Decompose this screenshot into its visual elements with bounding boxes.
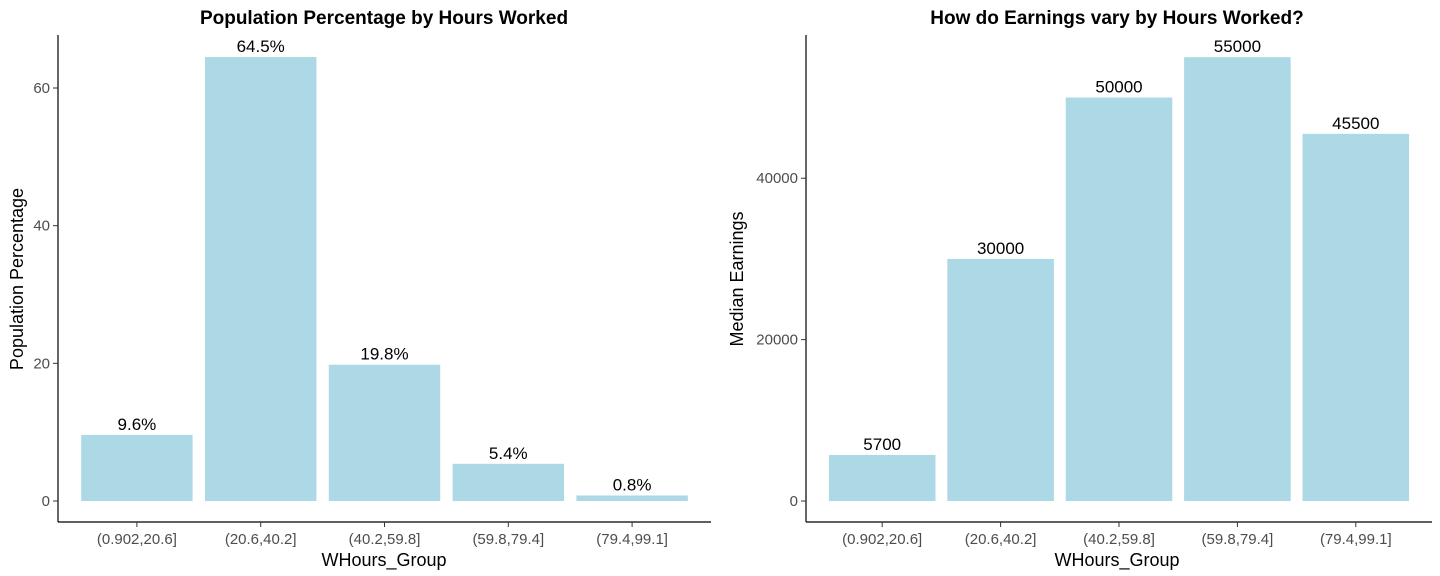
- data-label: 0.8%: [613, 475, 652, 494]
- y-tick-label: 60: [33, 80, 50, 97]
- y-tick-label: 40: [33, 218, 50, 235]
- data-label: 45500: [1332, 114, 1379, 133]
- x-axis-title: WHours_Group: [1054, 550, 1179, 571]
- x-tick-label: (40.2,59.8]: [349, 531, 421, 548]
- y-axis-title: Median Earnings: [727, 211, 747, 346]
- y-tick-label: 20000: [756, 332, 798, 349]
- data-label: 50000: [1095, 78, 1142, 97]
- chart-panel-population: Population Percentage by Hours Worked 0 2…: [7, 8, 711, 571]
- x-tick-label: (40.2,59.8]: [1083, 531, 1155, 548]
- chart-panel-earnings: How do Earnings vary by Hours Worked? 0 2…: [727, 8, 1432, 571]
- chart-title: Population Percentage by Hours Worked: [200, 8, 568, 29]
- bar: [452, 463, 565, 501]
- x-tick-label: (20.6,40.2]: [225, 531, 297, 548]
- data-label: 30000: [977, 239, 1024, 258]
- bars: [81, 57, 688, 502]
- data-labels: 9.6% 64.5% 19.8% 5.4% 0.8%: [118, 37, 652, 494]
- x-axis-ticks: (0.902,20.6] (20.6,40.2] (40.2,59.8] (59.8,…: [842, 522, 1392, 548]
- x-tick-label: (79.4,99.1]: [1320, 531, 1392, 548]
- bar: [828, 455, 936, 501]
- data-label: 19.8%: [360, 345, 408, 364]
- y-tick-label: 0: [42, 493, 50, 510]
- x-axis-ticks: (0.902,20.6] (20.6,40.2] (40.2,59.8] (59.8,…: [97, 522, 668, 548]
- y-axis-title: Population Percentage: [7, 188, 27, 370]
- y-axis-ticks: 0 20000 40000: [756, 170, 806, 510]
- x-tick-label: (20.6,40.2]: [965, 531, 1037, 548]
- data-label: 9.6%: [118, 415, 157, 434]
- chart-title: How do Earnings vary by Hours Worked?: [930, 8, 1303, 29]
- x-axis-title: WHours_Group: [321, 550, 446, 571]
- data-label: 55000: [1214, 37, 1261, 56]
- bar: [328, 364, 441, 501]
- bar: [576, 495, 688, 501]
- x-tick-label: (59.8,79.4]: [472, 531, 544, 548]
- bar: [947, 258, 1054, 501]
- x-tick-label: (0.902,20.6]: [97, 531, 177, 548]
- data-label: 64.5%: [237, 37, 285, 56]
- data-label: 5700: [863, 435, 901, 454]
- data-label: 5.4%: [489, 444, 528, 463]
- x-tick-label: (0.902,20.6]: [842, 531, 922, 548]
- y-axis-ticks: 0 20 40 60: [33, 80, 58, 510]
- x-tick-label: (59.8,79.4]: [1202, 531, 1274, 548]
- bar: [1302, 133, 1410, 501]
- bar: [81, 434, 193, 501]
- y-tick-label: 20: [33, 355, 50, 372]
- data-labels: 5700 30000 50000 55000 45500: [863, 37, 1379, 454]
- bar: [1184, 57, 1291, 501]
- bar: [1065, 97, 1173, 501]
- y-tick-label: 0: [790, 493, 798, 510]
- y-tick-label: 40000: [756, 170, 798, 187]
- x-tick-label: (79.4,99.1]: [596, 531, 668, 548]
- bars: [828, 57, 1410, 501]
- bar: [204, 57, 317, 502]
